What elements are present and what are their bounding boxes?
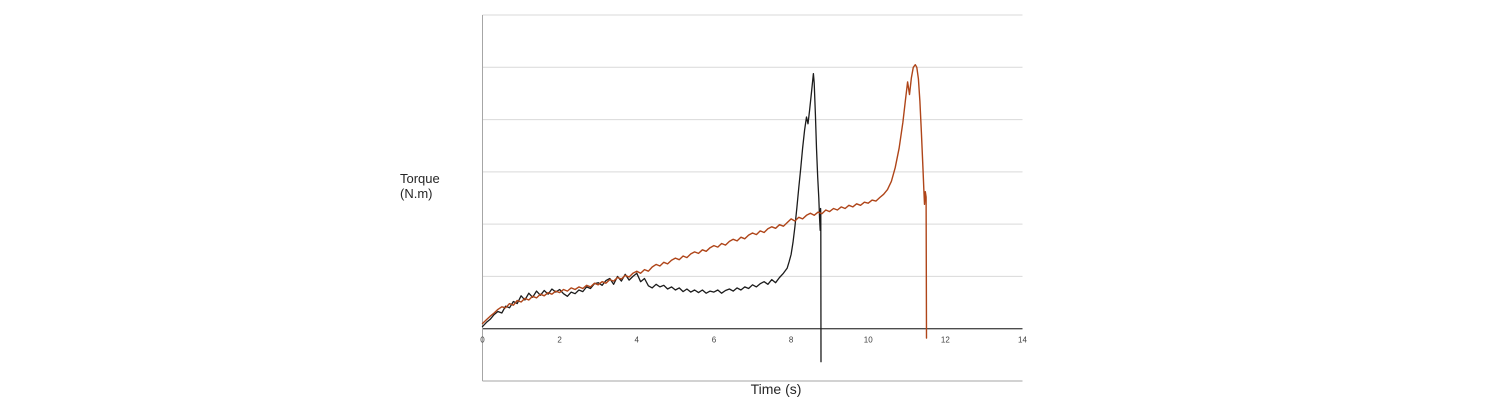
series-1-black-line bbox=[481, 72, 822, 363]
x-tick-label: 12 bbox=[941, 336, 950, 345]
series-2-red-line bbox=[481, 63, 928, 339]
y-axis-label: Torque (N.m) bbox=[400, 171, 440, 201]
x-axis-label: Time (s) bbox=[750, 381, 802, 397]
x-tick-label: 10 bbox=[864, 336, 873, 345]
x-tick-label: 6 bbox=[712, 336, 717, 345]
x-tick-label: 8 bbox=[789, 336, 794, 345]
x-tick-label: 14 bbox=[1018, 336, 1027, 345]
x-tick-label: 2 bbox=[557, 336, 562, 345]
x-tick-label: 4 bbox=[635, 336, 640, 345]
x-tick-label: 0 bbox=[480, 336, 485, 345]
